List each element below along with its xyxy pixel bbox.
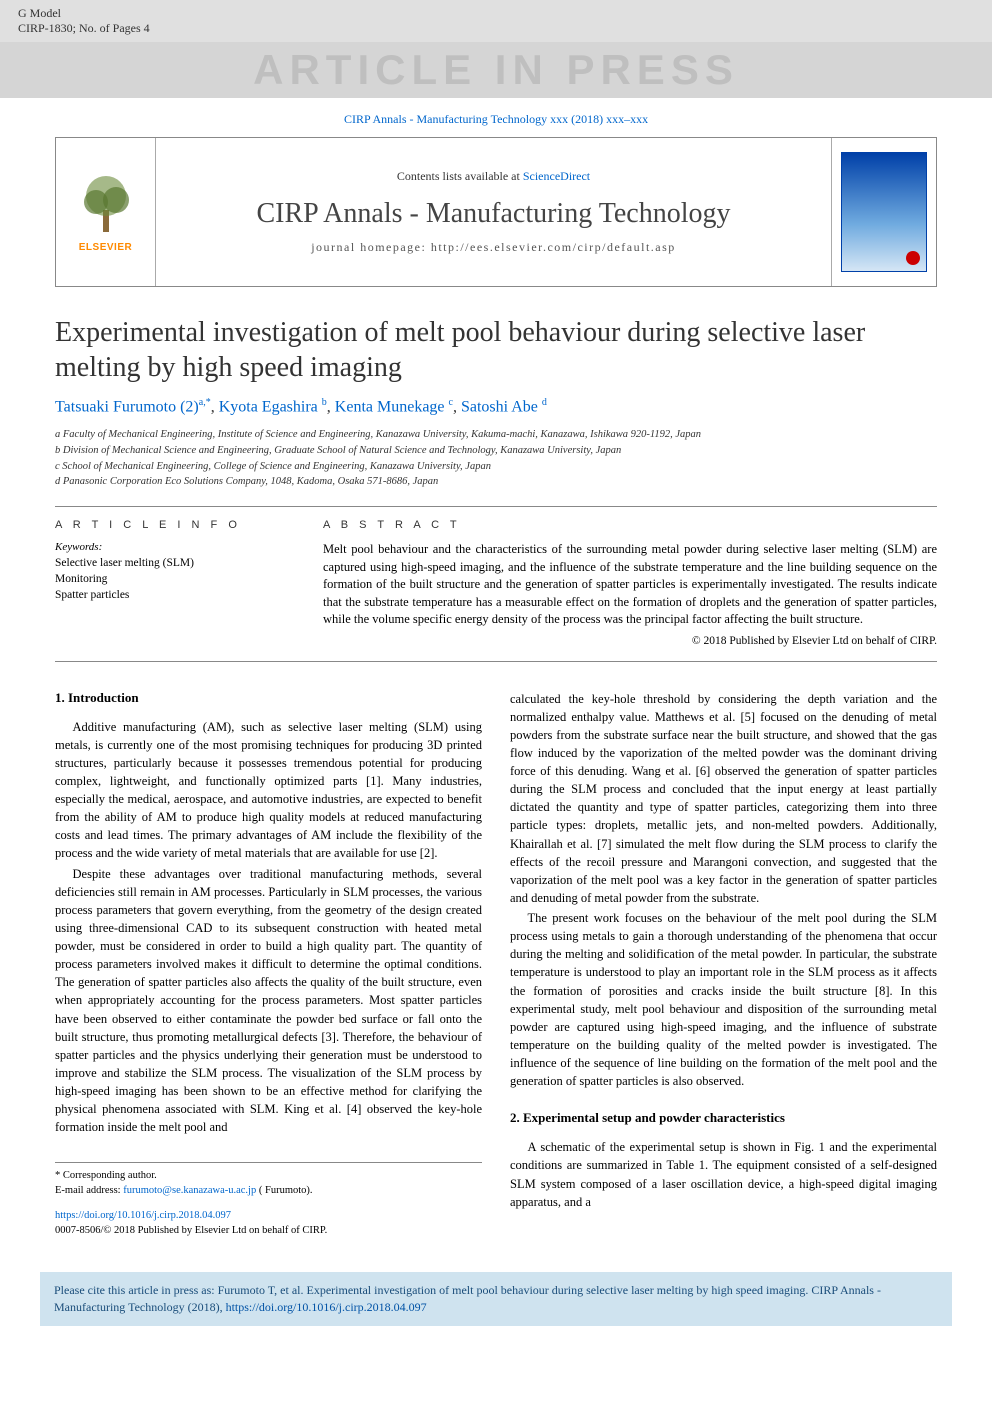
abstract-head: A B S T R A C T [323, 519, 937, 531]
paragraph-1b: Despite these advantages over traditiona… [55, 865, 482, 1137]
email-name: ( Furumoto). [256, 1185, 312, 1196]
left-column: 1. Introduction Additive manufacturing (… [55, 690, 482, 1239]
watermark-text: ARTICLE IN PRESS [253, 46, 739, 93]
cover-column [831, 138, 936, 286]
article-title: Experimental investigation of melt pool … [55, 315, 937, 385]
corresponding-author-block: * Corresponding author. E-mail address: … [55, 1162, 482, 1198]
keywords-list: Selective laser melting (SLM) Monitoring… [55, 555, 285, 603]
article-info-column: A R T I C L E I N F O Keywords: Selectiv… [55, 519, 285, 647]
issn-line: 0007-8506/© 2018 Published by Elsevier L… [55, 1224, 482, 1239]
keyword-3: Spatter particles [55, 587, 285, 603]
corr-author-label: * Corresponding author. [55, 1169, 482, 1184]
sciencedirect-link[interactable]: ScienceDirect [523, 169, 590, 183]
abstract-text: Melt pool behaviour and the characterist… [323, 541, 937, 629]
elsevier-label: ELSEVIER [79, 242, 132, 253]
right-column: calculated the key-hole threshold by con… [510, 690, 937, 1239]
cite-this-article-box: Please cite this article in press as: Fu… [40, 1272, 952, 1326]
affil-sup-4: d [542, 397, 547, 408]
keywords-label: Keywords: [55, 541, 285, 553]
page: G Model CIRP-1830; No. of Pages 4 ARTICL… [0, 0, 992, 1403]
elsevier-tree-icon [78, 172, 134, 236]
keyword-1: Selective laser melting (SLM) [55, 555, 285, 571]
two-column-body: 1. Introduction Additive manufacturing (… [55, 690, 937, 1239]
g-model-ref: CIRP-1830; No. of Pages 4 [18, 21, 974, 36]
cite-doi-link[interactable]: https://doi.org/10.1016/j.cirp.2018.04.0… [226, 1300, 427, 1314]
affil-sup-3: c [449, 397, 453, 408]
affil-a: a Faculty of Mechanical Engineering, Ins… [55, 428, 937, 443]
authors-line: Tatsuaki Furumoto (2)a,*, Kyota Egashira… [55, 397, 937, 416]
affil-b: b Division of Mechanical Science and Eng… [55, 444, 937, 459]
paragraph-2a: A schematic of the experimental setup is… [510, 1138, 937, 1211]
doi-link[interactable]: https://doi.org/10.1016/j.cirp.2018.04.0… [55, 1210, 231, 1221]
affil-sup-2: b [322, 397, 327, 408]
journal-citation: CIRP Annals - Manufacturing Technology x… [0, 98, 992, 137]
watermark-bar: ARTICLE IN PRESS [0, 42, 992, 98]
g-model-label: G Model [18, 6, 974, 21]
journal-title-column: Contents lists available at ScienceDirec… [156, 138, 831, 286]
cite-text: Please cite this article in press as: Fu… [54, 1283, 881, 1314]
journal-header: ELSEVIER Contents lists available at Sci… [55, 137, 937, 287]
section-1-heading: 1. Introduction [55, 690, 482, 706]
contents-prefix: Contents lists available at [397, 169, 523, 183]
author-3[interactable]: Kenta Munekage [335, 398, 445, 415]
abstract-column: A B S T R A C T Melt pool behaviour and … [323, 519, 937, 647]
affil-d: d Panasonic Corporation Eco Solutions Co… [55, 475, 937, 490]
journal-name: CIRP Annals - Manufacturing Technology [257, 198, 731, 230]
corr-email-link[interactable]: furumoto@se.kanazawa-u.ac.jp [123, 1185, 256, 1196]
email-label: E-mail address: [55, 1185, 123, 1196]
section-2-heading: 2. Experimental setup and powder charact… [510, 1110, 937, 1126]
abstract-copyright: © 2018 Published by Elsevier Ltd on beha… [323, 635, 937, 647]
contents-list: Contents lists available at ScienceDirec… [397, 169, 590, 184]
main-content: Experimental investigation of melt pool … [0, 287, 992, 1248]
journal-homepage: journal homepage: http://ees.elsevier.co… [311, 240, 676, 255]
author-2[interactable]: Kyota Egashira [219, 398, 318, 415]
author-1[interactable]: Tatsuaki Furumoto (2) [55, 398, 199, 415]
author-4[interactable]: Satoshi Abe [461, 398, 538, 415]
affiliations: a Faculty of Mechanical Engineering, Ins… [55, 428, 937, 490]
keyword-2: Monitoring [55, 571, 285, 587]
paragraph-1a: Additive manufacturing (AM), such as sel… [55, 718, 482, 863]
info-abstract-row: A R T I C L E I N F O Keywords: Selectiv… [55, 506, 937, 662]
article-info-head: A R T I C L E I N F O [55, 519, 285, 531]
elsevier-logo-block: ELSEVIER [56, 138, 156, 286]
doi-block: https://doi.org/10.1016/j.cirp.2018.04.0… [55, 1209, 482, 1238]
paragraph-1c: calculated the key-hole threshold by con… [510, 690, 937, 908]
affil-c: c School of Mechanical Engineering, Coll… [55, 460, 937, 475]
affil-sup-1: a,* [199, 397, 211, 408]
g-model-bar: G Model CIRP-1830; No. of Pages 4 [0, 0, 992, 42]
paragraph-1d: The present work focuses on the behaviou… [510, 909, 937, 1090]
journal-cover-icon [841, 152, 927, 272]
